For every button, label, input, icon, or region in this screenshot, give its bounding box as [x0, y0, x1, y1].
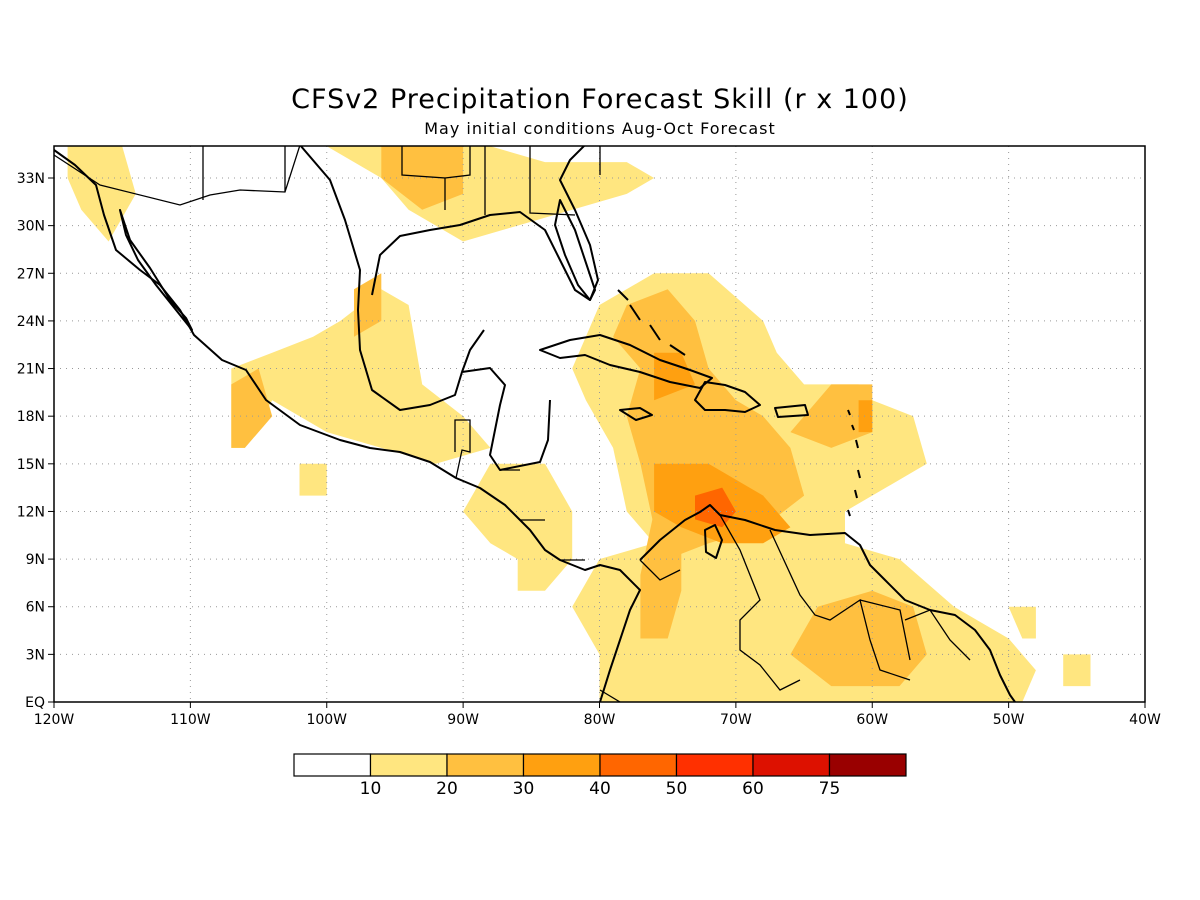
y-tick-label: EQ — [25, 695, 45, 711]
skill-region-10-6 — [299, 463, 327, 496]
colorbar-label: 10 — [360, 779, 382, 799]
skill-region-20-5 — [231, 368, 273, 448]
skill-region-10-18 — [1063, 654, 1091, 687]
y-tick-label: 30N — [17, 219, 45, 235]
x-tick-label: 110W — [170, 712, 211, 728]
colorbar-label: 20 — [436, 779, 458, 799]
y-tick-label: 6N — [26, 600, 45, 616]
gulf-coast — [299, 146, 599, 471]
skill-region-10-0 — [67, 146, 136, 242]
jamaica-coast — [619, 407, 653, 421]
skill-region-40-16 — [695, 487, 736, 528]
x-axis: 120W 110W 100W 90W 80W 70W 60W 50W 40W — [34, 702, 1161, 728]
y-tick-label: 33N — [17, 171, 45, 187]
skill-region-20-11 — [640, 511, 682, 639]
colorbar-swatch — [446, 753, 525, 777]
skill-region-30-15 — [858, 400, 873, 433]
x-tick-label: 60W — [856, 712, 888, 728]
y-tick-label: 15N — [17, 457, 45, 473]
colorbar-swatch — [828, 753, 907, 777]
x-tick-label: 120W — [34, 712, 75, 728]
y-tick-label: 18N — [17, 409, 45, 425]
colorbar-label: 30 — [513, 779, 535, 799]
hispaniola-coast — [694, 381, 761, 413]
skill-region-20-10 — [790, 384, 873, 448]
skill-region-10-7 — [463, 463, 573, 591]
y-tick-label: 9N — [26, 552, 45, 568]
skill-region-30-14 — [654, 352, 695, 401]
map-subtitle: May initial conditions Aug-Oct Forecast — [424, 119, 776, 138]
x-tick-label: 50W — [993, 712, 1025, 728]
colorbar-label: 40 — [589, 779, 611, 799]
x-tick-label: 80W — [584, 712, 616, 728]
y-tick-label: 12N — [17, 504, 45, 520]
bahamas-coast — [617, 289, 686, 356]
baja-coast — [119, 209, 193, 331]
x-tick-label: 40W — [1129, 712, 1161, 728]
skill-region-20-12 — [790, 590, 927, 687]
country-borders — [54, 146, 971, 702]
y-tick-label: 24N — [17, 314, 45, 330]
map-title: CFSv2 Precipitation Forecast Skill (r x … — [291, 84, 909, 115]
coastlines — [54, 146, 1016, 702]
x-tick-label: 90W — [447, 712, 479, 728]
colorbar-swatch — [599, 753, 678, 777]
antilles-coast — [847, 409, 861, 517]
colorbar-swatch — [293, 753, 372, 777]
x-tick-label: 70W — [720, 712, 752, 728]
colorbar-label: 50 — [666, 779, 688, 799]
colorbar-swatch — [675, 753, 754, 777]
colorbar-swatch — [369, 753, 448, 777]
colorbar-label: 75 — [819, 779, 841, 799]
florida-coast — [554, 199, 596, 301]
colorbar-label: 60 — [742, 779, 764, 799]
mainland-coast — [54, 149, 641, 702]
skill-field — [67, 146, 1091, 702]
x-tick-label: 100W — [306, 712, 347, 728]
colorbar-swatch — [522, 753, 601, 777]
puerto-rico-coast — [774, 404, 809, 418]
skill-region-10-17 — [1008, 606, 1036, 639]
skill-region-10-3 — [231, 289, 491, 464]
colorbar-swatch — [752, 753, 831, 777]
y-tick-label: 3N — [26, 647, 45, 663]
y-tick-label: 27N — [17, 266, 45, 282]
y-tick-label: 21N — [17, 362, 45, 378]
y-axis: EQ 3N 6N 9N 12N 15N 18N 21N 24N 27N 30N 33N — [17, 171, 54, 711]
colorbar: 10 20 30 40 50 60 75 — [293, 753, 907, 799]
south-america-coast — [639, 504, 1016, 702]
maracaibo-coast — [704, 524, 723, 559]
